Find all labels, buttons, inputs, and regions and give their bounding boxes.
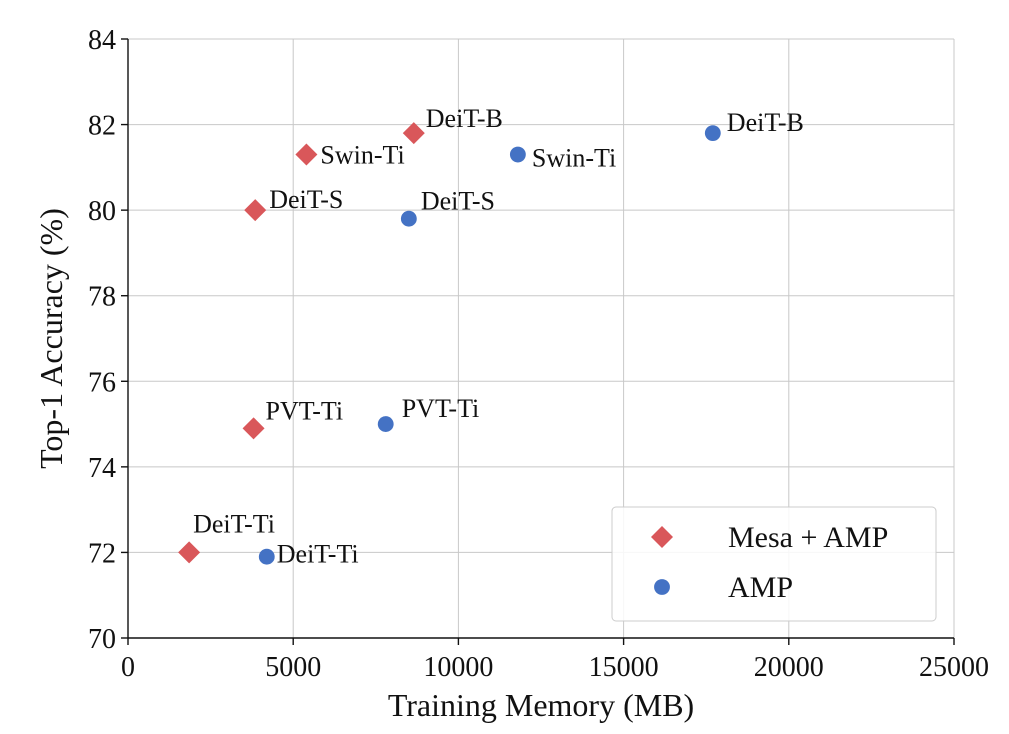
y-axis-label: Top-1 Accuracy (%) — [33, 208, 69, 469]
legend-box — [611, 506, 937, 622]
point-label: PVT-Ti — [266, 396, 344, 425]
y-tick-label: 78 — [88, 282, 116, 313]
x-axis-label: Training Memory (MB) — [388, 687, 694, 723]
y-tick-label: 80 — [88, 196, 116, 227]
mesa-amp-point — [295, 143, 318, 166]
amp-point — [704, 125, 721, 142]
amp-point — [258, 548, 275, 565]
mesa-amp-point — [178, 541, 201, 564]
legend-marker — [654, 579, 670, 595]
axes: 0 5000 10000 15000 20000 25000 70 72 74 76 78 80 82 8… — [88, 25, 989, 683]
y-tick-label: 74 — [88, 453, 116, 484]
legend-label: AMP — [728, 571, 793, 604]
y-tick-label: 72 — [88, 538, 116, 569]
mesa-amp-point — [242, 417, 265, 440]
x-tick-label: 10000 — [423, 652, 493, 683]
x-tick-label: 25000 — [919, 652, 989, 683]
mesa-amp-point — [244, 199, 267, 222]
x-tick-label: 5000 — [265, 652, 321, 683]
amp-point — [509, 146, 526, 163]
point-label: DeiT-S — [421, 187, 495, 216]
x-tick-label: 15000 — [589, 652, 659, 683]
x-tick-label: 0 — [121, 652, 135, 683]
y-tick-label: 84 — [88, 25, 116, 56]
y-tick-label: 82 — [88, 111, 116, 142]
mesa-amp-point — [402, 122, 425, 145]
point-label: DeiT-Ti — [277, 540, 359, 569]
legend-marker — [651, 526, 673, 548]
y-tick-label: 70 — [88, 624, 116, 655]
point-label: Swin-Ti — [532, 144, 616, 173]
legend-label: Mesa + AMP — [728, 521, 888, 554]
point-label: Swin-Ti — [320, 141, 404, 170]
point-label: DeiT-B — [727, 108, 804, 137]
point-label: DeiT-Ti — [193, 509, 275, 538]
y-tick-label: 76 — [88, 367, 116, 398]
legend: Mesa + AMP AMP — [611, 506, 937, 622]
point-label: DeiT-B — [426, 104, 503, 133]
point-label: DeiT-S — [269, 185, 343, 214]
point-label: PVT-Ti — [402, 394, 480, 423]
amp-point — [400, 210, 417, 227]
point-labels: DeiT-Ti PVT-Ti DeiT-S Swin-Ti DeiT-B DeiT-Ti P… — [193, 104, 804, 569]
x-tick-label: 20000 — [754, 652, 824, 683]
data-points — [178, 122, 721, 565]
amp-point — [377, 416, 394, 432]
